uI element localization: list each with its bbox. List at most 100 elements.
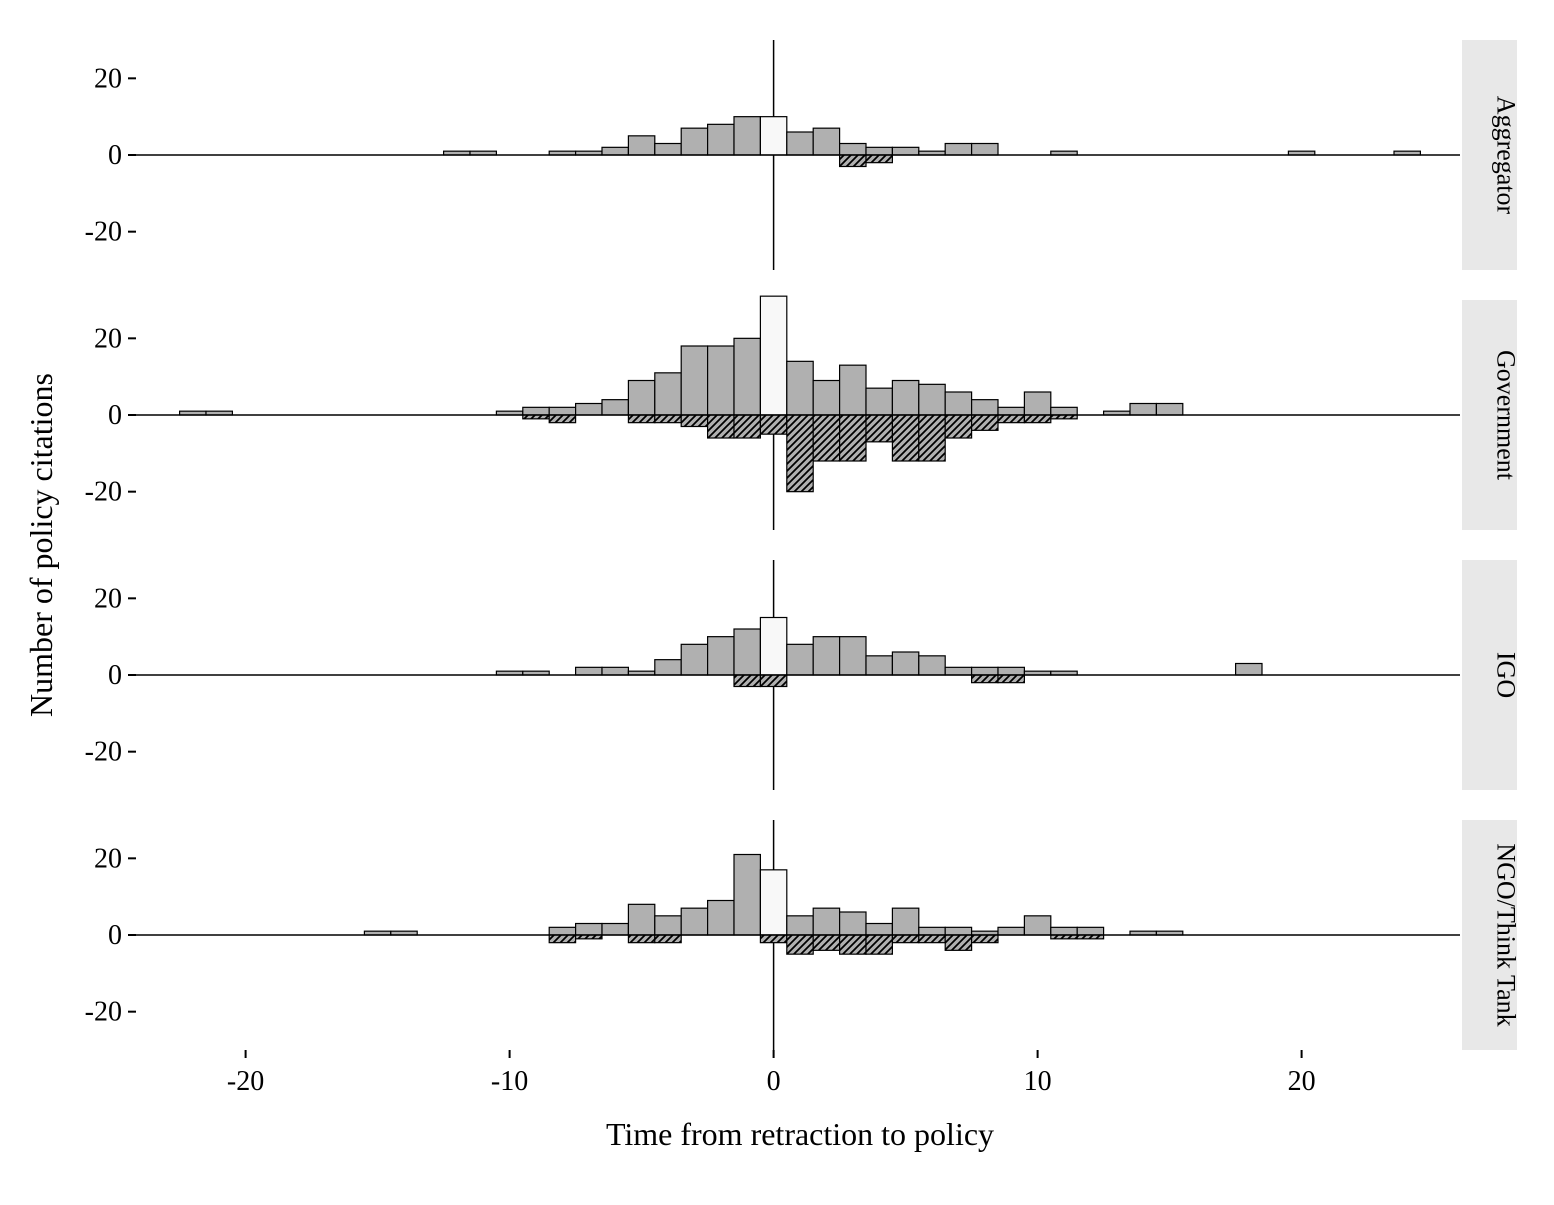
facet-label: NGO/Think Tank — [1492, 843, 1521, 1026]
bar-positive — [813, 908, 839, 935]
bar-positive — [813, 381, 839, 416]
bar-positive — [655, 144, 681, 156]
faceted-histogram: Number of policy citationsAggregator-200… — [20, 20, 1534, 1185]
bar-positive — [628, 136, 654, 155]
bar-positive — [892, 908, 918, 935]
bar-positive — [734, 117, 760, 155]
bar-positive — [972, 667, 998, 675]
bar-positive — [866, 924, 892, 936]
bar-positive — [866, 147, 892, 155]
bar-positive — [840, 365, 866, 415]
bar-positive — [972, 144, 998, 156]
bar-negative — [972, 935, 998, 943]
facet-2: IGO-20020 — [85, 560, 1521, 790]
bar-positive — [681, 128, 707, 155]
bar-positive — [1024, 916, 1050, 935]
bar-negative — [972, 415, 998, 430]
bar-positive — [919, 384, 945, 415]
y-tick-label: -20 — [85, 217, 122, 248]
bar-positive — [1051, 407, 1077, 415]
bar-positive — [945, 144, 971, 156]
y-tick-label: 20 — [94, 583, 122, 614]
bar-positive — [945, 927, 971, 935]
bar-positive — [813, 637, 839, 675]
bar-negative — [998, 415, 1024, 423]
bar-positive — [892, 381, 918, 416]
bar-negative — [734, 675, 760, 687]
bar-positive — [760, 870, 786, 935]
chart-container: Number of policy citationsAggregator-200… — [20, 20, 1534, 1185]
bar-positive — [892, 652, 918, 675]
bar-positive — [1236, 664, 1262, 676]
bar-negative — [628, 935, 654, 943]
bar-negative — [787, 935, 813, 954]
bar-positive — [760, 618, 786, 676]
x-tick-label: -20 — [227, 1066, 264, 1097]
y-tick-label: 0 — [108, 400, 122, 431]
bar-positive — [813, 128, 839, 155]
bar-positive — [866, 656, 892, 675]
bar-positive — [1077, 927, 1103, 935]
x-tick-label: 0 — [767, 1066, 781, 1097]
bar-positive — [787, 132, 813, 155]
bar-negative — [760, 415, 786, 434]
bar-positive — [972, 400, 998, 415]
bar-positive — [892, 147, 918, 155]
y-tick-label: -20 — [85, 477, 122, 508]
bar-positive — [787, 916, 813, 935]
bar-positive — [681, 346, 707, 415]
y-tick-label: -20 — [85, 997, 122, 1028]
bar-positive — [681, 908, 707, 935]
bar-negative — [919, 415, 945, 461]
bar-negative — [708, 415, 734, 438]
bar-positive — [708, 901, 734, 936]
bar-negative — [787, 415, 813, 492]
y-tick-label: 0 — [108, 140, 122, 171]
bar-negative — [549, 415, 575, 423]
facet-3: NGO/Think Tank-20020-20-1001020 — [85, 820, 1521, 1097]
y-tick-label: 20 — [94, 63, 122, 94]
bar-positive — [734, 629, 760, 675]
bar-negative — [813, 415, 839, 461]
bar-positive — [787, 644, 813, 675]
bar-positive — [655, 916, 681, 935]
bar-negative — [655, 415, 681, 423]
bar-positive — [681, 644, 707, 675]
bar-negative — [892, 935, 918, 943]
bar-positive — [734, 855, 760, 936]
bar-positive — [760, 296, 786, 415]
bar-positive — [919, 656, 945, 675]
bar-negative — [945, 415, 971, 438]
bar-positive — [1051, 927, 1077, 935]
bar-positive — [998, 407, 1024, 415]
y-tick-label: 20 — [94, 323, 122, 354]
bar-negative — [840, 415, 866, 461]
bar-positive — [998, 927, 1024, 935]
bar-positive — [708, 346, 734, 415]
bar-positive — [840, 912, 866, 935]
bar-negative — [840, 935, 866, 954]
bar-positive — [840, 637, 866, 675]
bar-negative — [919, 935, 945, 943]
bar-positive — [655, 660, 681, 675]
bar-positive — [576, 924, 602, 936]
bar-positive — [602, 667, 628, 675]
bar-positive — [866, 388, 892, 415]
bar-positive — [602, 147, 628, 155]
bar-positive — [787, 361, 813, 415]
facet-0: Aggregator-20020 — [85, 40, 1521, 270]
bar-positive — [576, 667, 602, 675]
bar-positive — [549, 407, 575, 415]
bar-positive — [760, 117, 786, 155]
bar-positive — [1024, 392, 1050, 415]
facet-label: Government — [1492, 350, 1521, 481]
bar-negative — [840, 155, 866, 167]
x-tick-label: -10 — [491, 1066, 528, 1097]
y-tick-label: 20 — [94, 843, 122, 874]
bar-positive — [549, 927, 575, 935]
bar-negative — [945, 935, 971, 950]
y-tick-label: -20 — [85, 737, 122, 768]
bar-positive — [734, 338, 760, 415]
bar-negative — [892, 415, 918, 461]
bar-positive — [945, 667, 971, 675]
